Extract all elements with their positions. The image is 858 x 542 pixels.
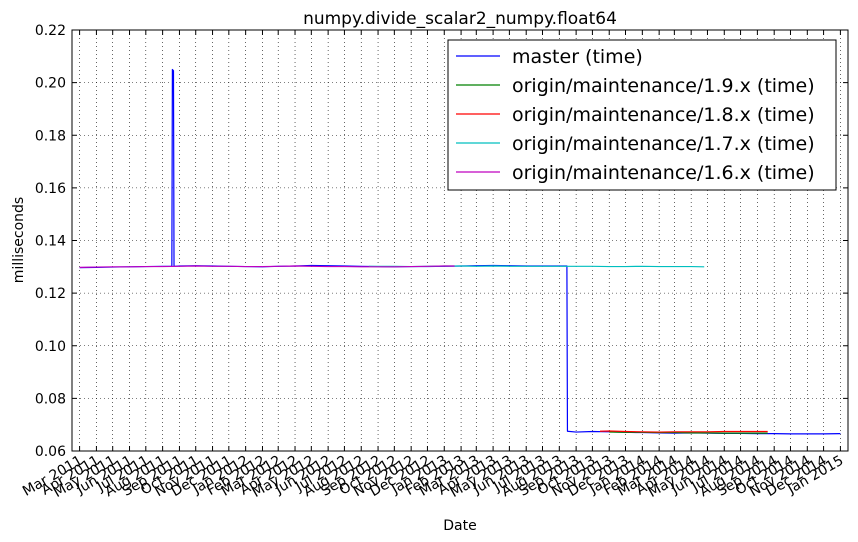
legend-entry: origin/maintenance/1.8.x (time) (512, 104, 815, 126)
legend-entry: origin/maintenance/1.7.x (time) (512, 133, 815, 155)
series-line-2 (599, 430, 768, 433)
legend: master (time) origin/maintenance/1.9.x (t… (447, 39, 837, 191)
y-axis-label: milliseconds (11, 197, 27, 283)
y-tick-label: 0.14 (35, 234, 66, 250)
y-tick-label: 0.06 (35, 444, 66, 460)
y-tick-label: 0.22 (35, 23, 66, 39)
y-tick-label: 0.08 (35, 391, 66, 407)
legend-box (447, 39, 837, 191)
y-tick-label: 0.16 (35, 181, 66, 197)
chart-title: numpy.divide_scalar2_numpy.float64 (303, 9, 617, 29)
y-tick-label: 0.18 (35, 128, 66, 144)
series-line-4 (79, 265, 455, 268)
series-lines (79, 68, 841, 435)
y-tick-label: 0.20 (35, 76, 66, 92)
x-axis-label: Date (443, 518, 476, 534)
y-axis-ticks: 0.06 0.08 0.10 0.12 0.14 0.16 0.18 0.20 0.22 (35, 23, 848, 460)
y-tick-label: 0.10 (35, 339, 66, 355)
y-tick-label: 0.12 (35, 286, 66, 302)
legend-entry: origin/maintenance/1.6.x (time) (512, 162, 815, 184)
legend-entry: master (time) (512, 46, 643, 68)
legend-entry: origin/maintenance/1.9.x (time) (512, 75, 815, 97)
series-line-1 (609, 431, 768, 434)
